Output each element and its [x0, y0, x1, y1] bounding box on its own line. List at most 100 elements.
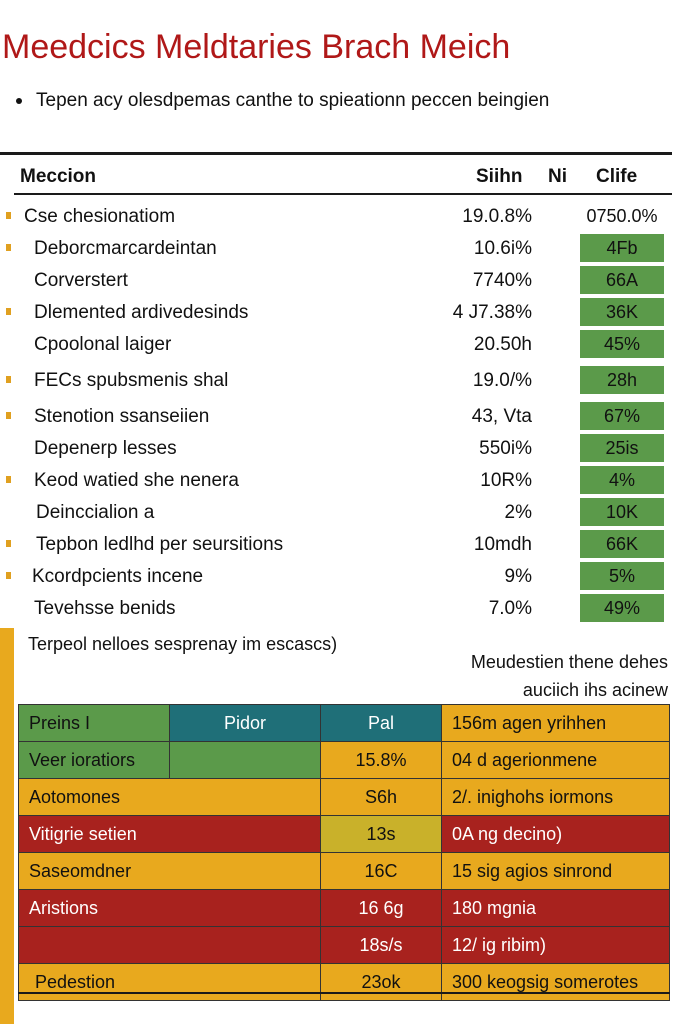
- row-value-clife: 0750.0%: [586, 206, 658, 226]
- row-value-clife: 36K: [580, 298, 664, 326]
- row-value-clife: 67%: [580, 402, 664, 430]
- row-label: Cse chesionatiom: [24, 206, 176, 227]
- table-row: Corverstert 7740% 66A: [0, 266, 680, 296]
- table-row: Deinccialion a 2% 10K: [0, 498, 680, 528]
- table-cell: Pal: [320, 704, 442, 742]
- table-row: Veer ioratiors 15.8% 04 d agerionmene: [18, 741, 670, 779]
- page-title: Meedcics Meldtaries Brach Meich: [2, 28, 511, 66]
- bullet-marker-icon: [6, 540, 11, 547]
- table-cell: Pidor: [169, 704, 321, 742]
- table-cell: [18, 926, 321, 964]
- table-cell: 12/ ig ribim): [441, 926, 670, 964]
- row-value-clife: 4Fb: [580, 234, 664, 262]
- row-value-siihn: 7740%: [472, 270, 532, 291]
- row-value-siihn: 7.0%: [488, 598, 532, 619]
- table-row: Depenerp lesses 550i% 25is: [0, 434, 680, 464]
- row-label: Cpoolonal laiger: [34, 334, 172, 355]
- table-cell: S6h: [320, 778, 442, 816]
- row-label: Depenerp lesses: [34, 438, 177, 459]
- table-row: Pedestion 23ok 300 keogsig somerotes: [18, 963, 670, 1001]
- row-label: Deborcmarcardeintan: [34, 238, 217, 259]
- row-value-siihn: 4 J7.38%: [452, 302, 532, 323]
- row-label: FECs spubsmenis shal: [34, 370, 229, 391]
- row-value-siihn: 19.0/%: [472, 370, 532, 391]
- table-bottom-rule: [18, 992, 670, 994]
- table-cell: Pedestion: [18, 963, 321, 1001]
- column-header-clife: Clife: [596, 166, 638, 187]
- table-cell: 15 sig agios sinrond: [441, 852, 670, 890]
- bullet-dot-icon: [16, 97, 22, 104]
- table-row: Dlemented ardivedesinds 4 J7.38% 36K: [0, 298, 680, 328]
- table-cell: Preins I: [18, 704, 170, 742]
- row-label: Deinccialion a: [36, 502, 155, 523]
- table-cell: 0A ng decino): [441, 815, 670, 853]
- table-row: Tepbon ledlhd per seursitions 10mdh 66K: [0, 530, 680, 560]
- table-row: Vitigrie setien 13s 0A ng decino): [18, 815, 670, 853]
- side-note-line: auciich ihs acinew: [522, 680, 668, 700]
- bullet-marker-icon: [6, 572, 11, 579]
- row-value-clife: 10K: [580, 498, 664, 526]
- column-header-siihn: Siihn: [476, 166, 523, 187]
- row-label: Tevehsse benids: [34, 598, 176, 619]
- side-note: Meudestien thene dehes auciich ihs acine…: [471, 648, 668, 704]
- row-value-siihn: 10R%: [480, 470, 532, 491]
- row-value-siihn: 19.0.8%: [462, 206, 532, 227]
- row-value-clife: 66K: [580, 530, 664, 558]
- row-label: Corverstert: [34, 270, 128, 291]
- table-cell: Aristions: [18, 889, 321, 927]
- side-note-line: Meudestien thene dehes: [470, 652, 668, 672]
- table-row: Tevehsse benids 7.0% 49%: [0, 594, 680, 624]
- table-cell: Vitigrie setien: [18, 815, 321, 853]
- row-value-clife: 4%: [580, 466, 664, 494]
- table-row: Keod watied she nenera 10R% 4%: [0, 466, 680, 496]
- accent-bar: [0, 628, 14, 1024]
- bullet-marker-icon: [6, 376, 11, 383]
- table-row: Aotomones S6h 2/. inighohs iormons: [18, 778, 670, 816]
- table-cell: 16C: [320, 852, 442, 890]
- column-header-ni: Ni: [548, 166, 567, 187]
- row-label: Keod watied she nenera: [34, 470, 239, 491]
- row-value-clife: 28h: [580, 366, 664, 394]
- table-cell: 16 6g: [320, 889, 442, 927]
- table-row: Cpoolonal laiger 20.50h 45%: [0, 330, 680, 360]
- row-value-clife: 49%: [580, 594, 664, 622]
- row-value-siihn: 10mdh: [473, 534, 532, 555]
- table-cell: Veer ioratiors: [18, 741, 170, 779]
- table-top-rule: [0, 152, 672, 155]
- table-header-rule: [14, 193, 672, 195]
- table-cell: 2/. inighohs iormons: [441, 778, 670, 816]
- row-value-siihn: 43, Vta: [471, 406, 532, 427]
- bullet-marker-icon: [6, 308, 11, 315]
- table-cell: Saseomdner: [18, 852, 321, 890]
- bullet-marker-icon: [6, 412, 11, 419]
- bullet-marker-icon: [6, 476, 11, 483]
- intro-bullet: Tepen acy olesdpemas canthe to spieation…: [16, 90, 549, 112]
- footnote: Terpeol nelloes sesprenay im escascs): [28, 634, 338, 654]
- row-value-siihn: 20.50h: [473, 334, 532, 355]
- table-cell: 04 d agerionmene: [441, 741, 670, 779]
- table-cell: Aotomones: [18, 778, 321, 816]
- table-cell: 300 keogsig somerotes: [441, 963, 670, 1001]
- row-value-clife: 5%: [580, 562, 664, 590]
- bullet-marker-icon: [6, 212, 11, 219]
- row-value-siihn: 9%: [504, 566, 532, 587]
- row-label: Tepbon ledlhd per seursitions: [36, 534, 284, 555]
- table-row: Stenotion ssanseiien 43, Vta 67%: [0, 402, 680, 432]
- table-row: Cse chesionatiom 19.0.8% 0750.0%: [0, 202, 680, 232]
- row-value-clife: 45%: [580, 330, 664, 358]
- row-label: Stenotion ssanseiien: [34, 406, 210, 427]
- table-row: Preins I Pidor Pal 156m agen yrihhen: [18, 704, 670, 742]
- row-label: Dlemented ardivedesinds: [34, 302, 249, 323]
- row-value-siihn: 2%: [504, 502, 532, 523]
- row-value-clife: 66A: [580, 266, 664, 294]
- row-value-siihn: 550i%: [479, 438, 532, 459]
- table-cell: 23ok: [320, 963, 442, 1001]
- table-cell: 180 mgnia: [441, 889, 670, 927]
- summary-table: Preins I Pidor Pal 156m agen yrihhen Vee…: [18, 704, 670, 1001]
- row-label: Kcordpcients incene: [32, 566, 204, 587]
- table-cell: 18s/s: [320, 926, 442, 964]
- table-row: Aristions 16 6g 180 mgnia: [18, 889, 670, 927]
- table-row: FECs spubsmenis shal 19.0/% 28h: [0, 366, 680, 396]
- table-cell: 156m agen yrihhen: [441, 704, 670, 742]
- row-value-siihn: 10.6i%: [473, 238, 532, 259]
